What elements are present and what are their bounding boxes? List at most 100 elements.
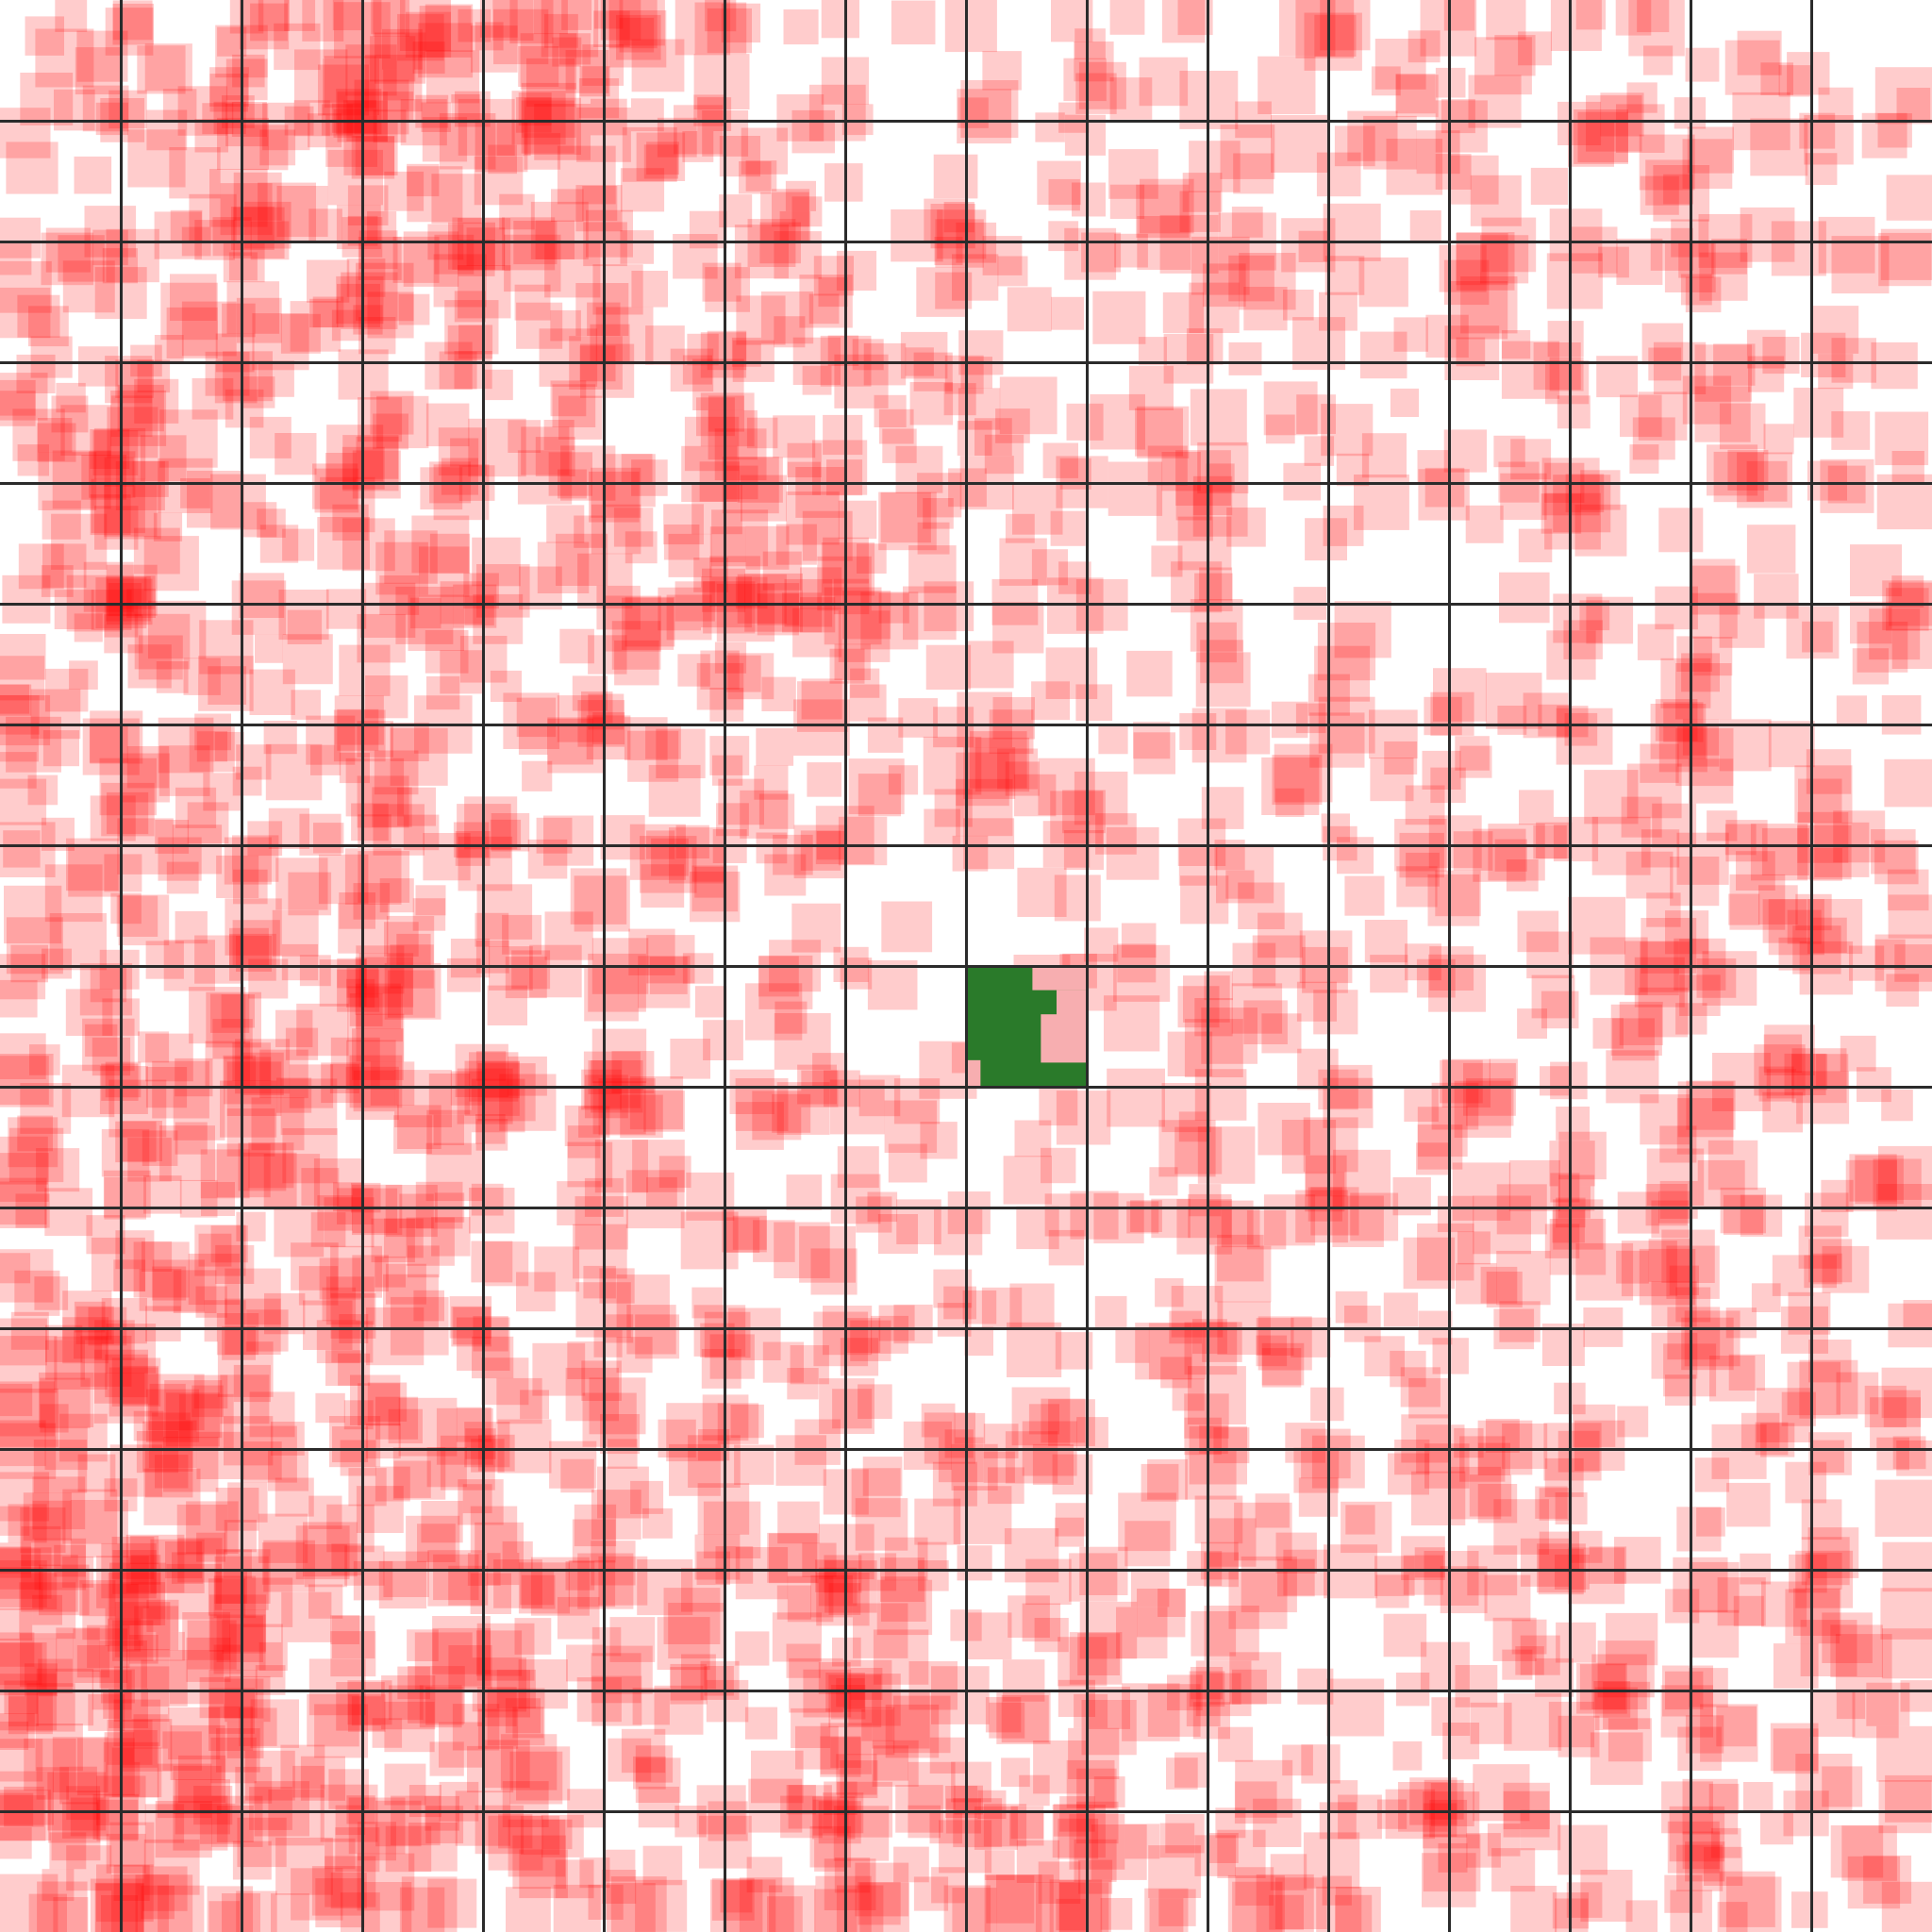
board-cell[interactable] [0,1208,121,1328]
board-cell[interactable] [1328,121,1449,242]
board-cell[interactable] [604,362,724,483]
board-cell[interactable] [242,966,362,1087]
board-cell[interactable] [1811,1328,1932,1449]
board-cell[interactable] [1690,1328,1811,1449]
board-cell[interactable] [362,362,483,483]
board-cell[interactable] [604,1811,724,1932]
board-cell[interactable] [0,362,121,483]
board-cell[interactable] [121,362,242,483]
board-cell[interactable] [966,1811,1087,1932]
board-cell[interactable] [1449,966,1570,1087]
board-cell[interactable] [1328,604,1449,724]
board-cell[interactable] [1208,845,1328,966]
board-cell[interactable] [242,1811,362,1932]
board-cell[interactable] [604,966,724,1087]
board-cell[interactable] [0,1328,121,1449]
board-cell[interactable] [0,724,121,845]
board-cell[interactable] [483,0,604,121]
board-cell[interactable] [1087,724,1208,845]
board-cell[interactable] [1570,845,1690,966]
board-cell[interactable] [1449,1690,1570,1811]
board-cell[interactable] [0,1570,121,1690]
board-cell[interactable] [1690,1087,1811,1208]
board-cell[interactable] [1328,1328,1449,1449]
board-cell[interactable] [1570,724,1690,845]
board-cell[interactable] [966,1449,1087,1570]
board-cell[interactable] [1570,242,1690,362]
board-cell[interactable] [1690,121,1811,242]
board-cell[interactable] [242,1087,362,1208]
board-cell[interactable] [1328,483,1449,604]
board-cell[interactable] [362,724,483,845]
board-cell[interactable] [1570,1328,1690,1449]
board-cell[interactable] [1449,1811,1570,1932]
board-cell[interactable] [1449,362,1570,483]
board-cell[interactable] [1811,1570,1932,1690]
board-cell[interactable] [604,724,724,845]
board-cell[interactable] [362,1087,483,1208]
board-cell[interactable] [362,845,483,966]
board-cell[interactable] [1449,1570,1570,1690]
board-cell[interactable] [1811,242,1932,362]
board-cell[interactable] [121,121,242,242]
board-cell[interactable] [483,724,604,845]
board-cell[interactable] [483,966,604,1087]
board-cell[interactable] [966,1328,1087,1449]
board-cell[interactable] [1690,1449,1811,1570]
board-cell[interactable] [1087,1208,1208,1328]
board-cell[interactable] [1449,724,1570,845]
board-cell[interactable] [362,1811,483,1932]
board-cell[interactable] [362,121,483,242]
board-cell[interactable] [1087,1328,1208,1449]
board-cell[interactable] [121,1328,242,1449]
board-cell[interactable] [1208,483,1328,604]
board-cell[interactable] [1811,604,1932,724]
board-cell[interactable] [121,1087,242,1208]
board-cell[interactable] [1449,845,1570,966]
board-cell[interactable] [845,1811,966,1932]
board-cell[interactable] [845,1208,966,1328]
board-cell[interactable] [1208,362,1328,483]
board-cell[interactable] [1328,242,1449,362]
board-cell[interactable] [1570,1570,1690,1690]
board-cell[interactable] [0,845,121,966]
board-cell[interactable] [604,0,724,121]
board-cell[interactable] [724,845,845,966]
board-cell[interactable] [0,1449,121,1570]
board-cell[interactable] [242,604,362,724]
board-cell[interactable] [1087,604,1208,724]
board-cell[interactable] [1570,1208,1690,1328]
board-cell[interactable] [1449,242,1570,362]
board-cell[interactable] [845,966,966,1087]
board-cell[interactable] [1449,121,1570,242]
board-cell[interactable] [1811,1208,1932,1328]
board-cell[interactable] [1449,1328,1570,1449]
board-cell[interactable] [483,604,604,724]
board-cell[interactable] [604,121,724,242]
board-cell[interactable] [845,604,966,724]
board-cell[interactable] [845,0,966,121]
board-cell[interactable] [121,1811,242,1932]
board-cell[interactable] [1087,1690,1208,1811]
board-cell[interactable] [1087,845,1208,966]
board-cell[interactable] [1087,966,1208,1087]
board-cell[interactable] [1811,483,1932,604]
board-cell[interactable] [1328,362,1449,483]
board-cell[interactable] [483,845,604,966]
board-cell[interactable] [242,1449,362,1570]
board-cell[interactable] [1328,1208,1449,1328]
board-cell[interactable] [1690,724,1811,845]
board-cell[interactable] [1570,604,1690,724]
board-cell[interactable] [483,1328,604,1449]
board-cell[interactable] [1208,724,1328,845]
board-cell[interactable] [1328,1570,1449,1690]
board-cell[interactable] [483,1208,604,1328]
board-cell[interactable] [1087,0,1208,121]
board-cell[interactable] [1208,1570,1328,1690]
board-cell[interactable] [362,1690,483,1811]
board-cell[interactable] [966,121,1087,242]
board-cell[interactable] [362,966,483,1087]
board-cell[interactable] [242,0,362,121]
board-cell[interactable] [1449,604,1570,724]
board-cell[interactable] [1690,483,1811,604]
